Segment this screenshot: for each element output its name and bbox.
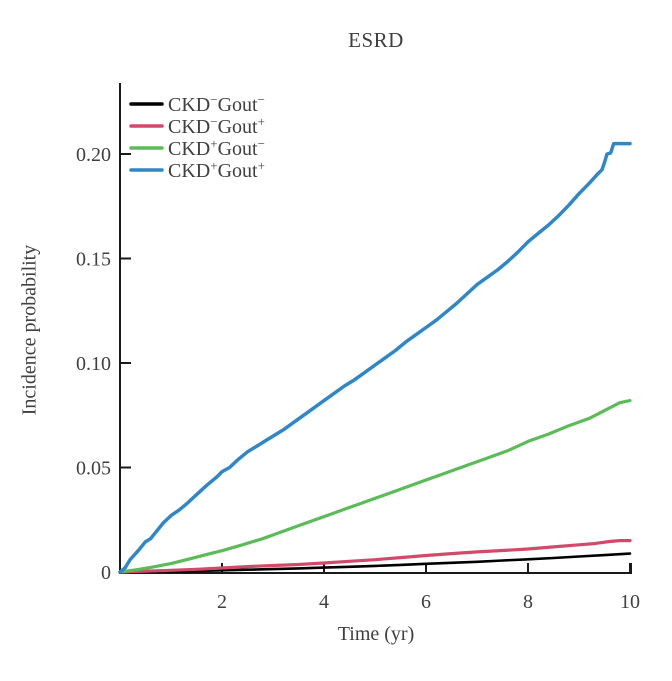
legend-label-CKD+Gout+: CKD+​Gout+​	[168, 158, 265, 182]
x-tick-label: 2	[217, 591, 227, 613]
x-axis-label: Time (yr)	[337, 623, 415, 645]
series-line-CKD-Gout+	[118, 539, 632, 574]
legend: CKD−​Gout−​CKD−​Gout+​CKD+​Gout−​CKD+​Go…	[129, 92, 265, 182]
x-tick-label: 8	[523, 591, 533, 613]
legend-label-CKD-Gout-: CKD−​Gout−​	[168, 92, 265, 116]
series-line-CKD-Gout-	[118, 552, 632, 574]
x-tick-label: 4	[319, 591, 329, 613]
x-tick-label: 10	[620, 591, 640, 613]
series-line-CKD+Gout+	[118, 141, 632, 574]
y-tick-label: 0.20	[76, 144, 111, 166]
legend-label-CKD+Gout-: CKD+​Gout−​	[168, 136, 265, 160]
y-tick-label: 0.05	[76, 458, 111, 480]
chart-title: ESRD	[348, 28, 404, 52]
axes: 2 4 6 8 10 0 0.05 0.10 0.15 0.20	[76, 83, 640, 613]
x-tick-label: 6	[421, 591, 431, 613]
legend-label-CKD-Gout+: CKD−​Gout+​	[168, 114, 265, 138]
y-tick-label: 0.15	[76, 249, 111, 271]
series-line-CKD+Gout-	[118, 399, 632, 574]
y-tick-label: 0	[101, 562, 111, 584]
y-tick-label: 0.10	[76, 353, 111, 375]
